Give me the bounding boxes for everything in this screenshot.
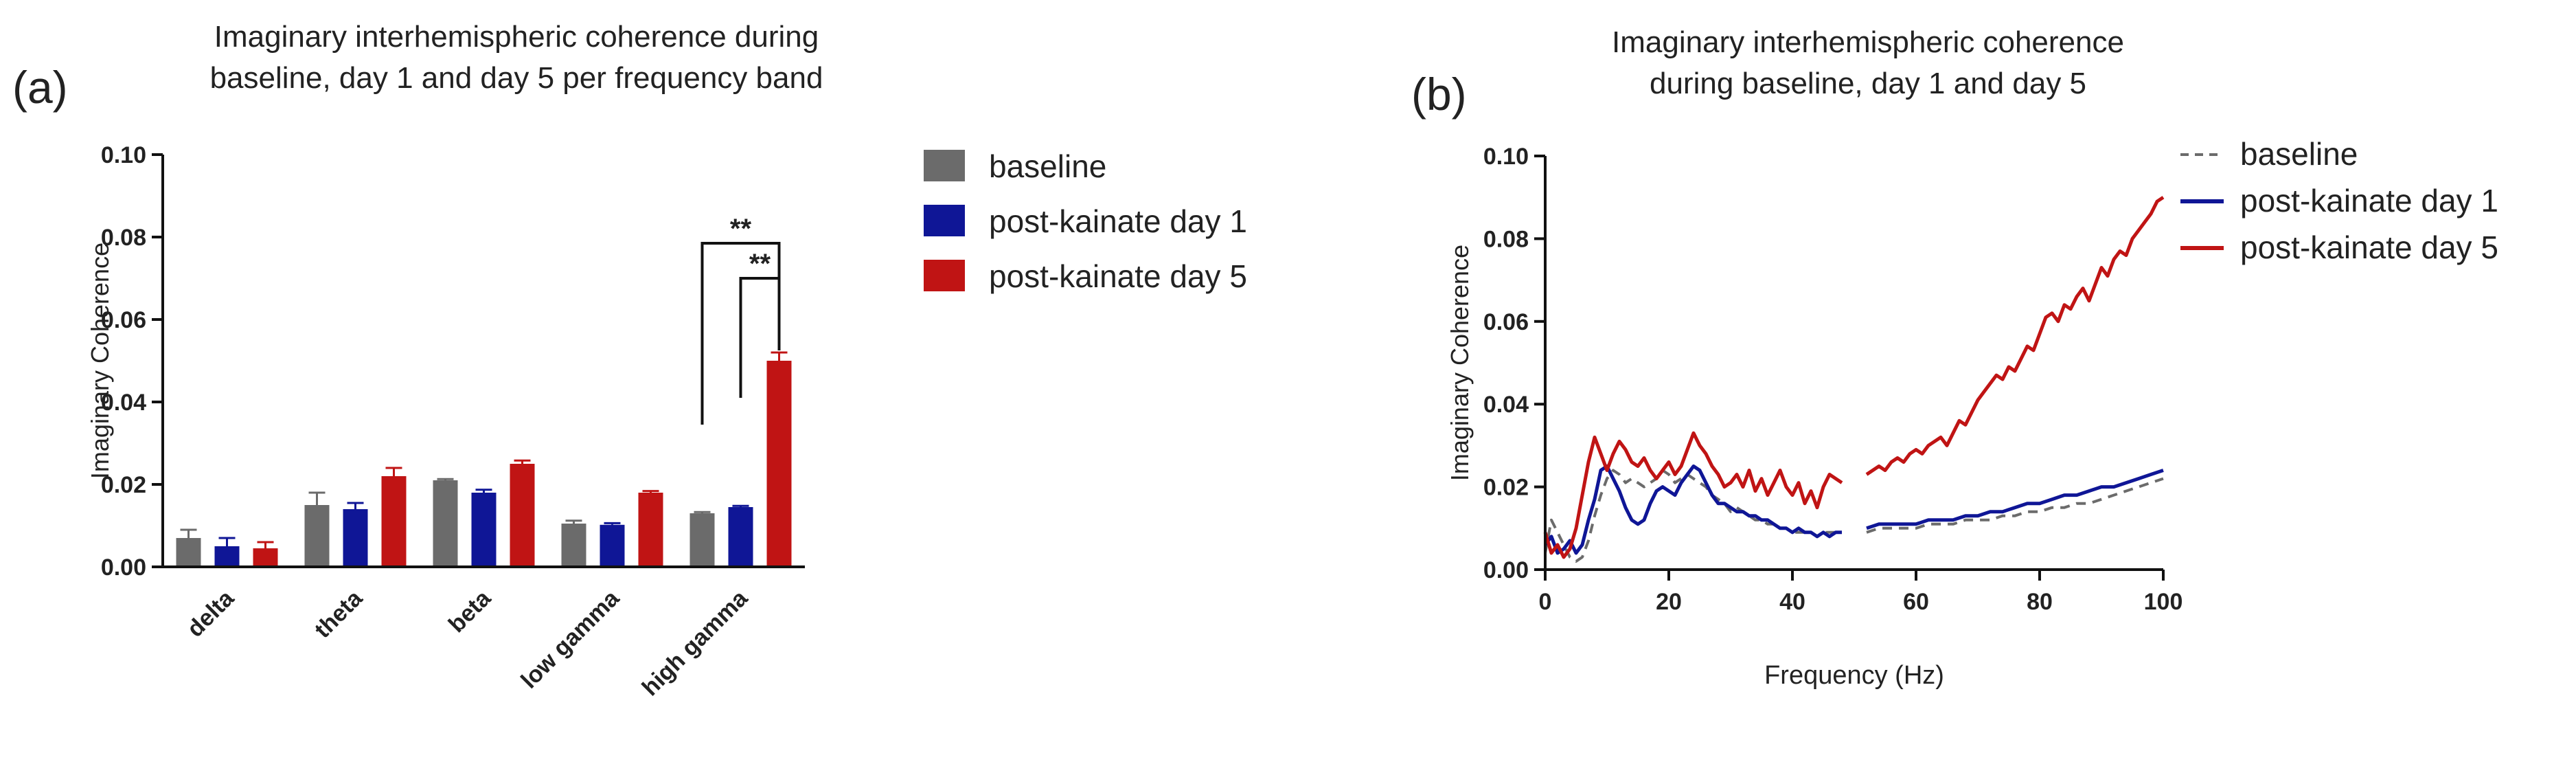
bar-high-gamma-post-kainate-day-1 bbox=[728, 507, 753, 567]
bar-low-gamma-baseline bbox=[561, 524, 586, 567]
panel-b-y-axis-label: Imaginary Coherence bbox=[1446, 245, 1474, 481]
panel-b-legend: baseline post-kainate day 1 post-kainate d… bbox=[2180, 136, 2498, 265]
panel-b-x-tick-label: 60 bbox=[1903, 589, 1929, 615]
significance-stars-outer: ** bbox=[730, 214, 752, 244]
panel-a-title-line-1: Imaginary interhemispheric coherence dur… bbox=[214, 20, 819, 54]
legend-swatch bbox=[924, 260, 965, 291]
panel-a-y-tick-label: 0.06 bbox=[101, 307, 146, 333]
panel-a-y-tick-label: 0.00 bbox=[101, 554, 146, 581]
significance-bracket-inner bbox=[739, 277, 781, 398]
legend-label: post-kainate day 5 bbox=[989, 258, 1247, 294]
panel-a-y-tick-label: 0.02 bbox=[101, 472, 146, 498]
legend-swatch bbox=[924, 150, 965, 181]
bar-delta-post-kainate-day-1 bbox=[214, 546, 240, 567]
panel-a-category-labels: delta theta beta low gamma high gamma bbox=[182, 585, 753, 701]
panel-b-y-tick-label: 0.10 bbox=[1483, 144, 1529, 170]
category-label-high-gamma: high gamma bbox=[637, 585, 753, 701]
panel-b-y-tick-label: 0.04 bbox=[1483, 392, 1529, 418]
panel-a-legend: baseline post-kainate day 1 post-kainate d… bbox=[924, 148, 1247, 294]
panel-b-line-chart: (b) Imaginary interhemispheric coherence… bbox=[1411, 25, 2498, 690]
category-label-delta: delta bbox=[182, 585, 240, 642]
panel-b-x-axis-label: Frequency (Hz) bbox=[1764, 661, 1944, 690]
panel-b-y-ticks: 0.00 0.02 0.04 0.06 0.08 0.10 bbox=[1483, 144, 1545, 583]
panel-a-y-axis-label: Imaginary Coherence bbox=[86, 243, 114, 479]
panel-b-y-tick-label: 0.08 bbox=[1483, 226, 1529, 252]
panel-b-x-tick-label: 0 bbox=[1539, 589, 1552, 615]
bar-beta-post-kainate-day-5 bbox=[510, 464, 535, 567]
panel-a-y-tick-label: 0.10 bbox=[101, 142, 146, 168]
panel-a-bar-chart: (a) Imaginary interhemispheric coherence… bbox=[12, 20, 1247, 701]
panel-b-series-lines bbox=[1543, 196, 2165, 563]
panel-b-x-tick-label: 100 bbox=[2144, 589, 2183, 615]
category-label-beta: beta bbox=[444, 585, 497, 638]
panel-b-y-tick-label: 0.02 bbox=[1483, 475, 1529, 501]
panel-b-x-ticks: 0 20 40 60 80 100 bbox=[1539, 570, 2183, 615]
panel-a-axes bbox=[161, 155, 805, 568]
panel-b-x-tick-label: 80 bbox=[2027, 589, 2053, 615]
panel-a-y-ticks: 0.00 0.02 0.04 0.06 0.08 0.10 bbox=[101, 142, 163, 581]
bar-theta-post-kainate-day-1 bbox=[343, 509, 368, 567]
bar-theta-baseline bbox=[304, 505, 330, 567]
bar-delta-post-kainate-day-5 bbox=[253, 548, 278, 567]
panel-a-y-tick-label: 0.08 bbox=[101, 225, 146, 251]
panel-b-x-tick-label: 20 bbox=[1656, 589, 1682, 615]
legend-label: baseline bbox=[2240, 136, 2358, 172]
legend-swatch bbox=[924, 205, 965, 236]
bar-beta-baseline bbox=[433, 480, 458, 567]
series-line-post-kainate-day-5 bbox=[1543, 196, 2165, 559]
panel-a-bars bbox=[176, 351, 792, 567]
bar-high-gamma-baseline bbox=[689, 513, 715, 567]
category-label-low-gamma: low gamma bbox=[516, 585, 625, 694]
panel-a-letter: (a) bbox=[12, 62, 68, 113]
panel-a-y-tick-label: 0.04 bbox=[101, 390, 146, 416]
legend-label: baseline bbox=[989, 148, 1106, 184]
bar-delta-baseline bbox=[176, 538, 201, 567]
panel-b-title-line-1: Imaginary interhemispheric coherence bbox=[1612, 25, 2124, 59]
panel-b-title-line-2: during baseline, day 1 and day 5 bbox=[1650, 67, 2086, 100]
panel-b-y-tick-label: 0.06 bbox=[1483, 309, 1529, 335]
panel-b-axes bbox=[1544, 156, 2163, 571]
bar-low-gamma-post-kainate-day-5 bbox=[638, 493, 663, 567]
bar-theta-post-kainate-day-5 bbox=[381, 476, 407, 567]
panel-b-x-tick-label: 40 bbox=[1779, 589, 1805, 615]
legend-label: post-kainate day 1 bbox=[2240, 183, 2498, 218]
panel-a-title-line-2: baseline, day 1 and day 5 per frequency … bbox=[210, 61, 823, 95]
significance-stars-inner: ** bbox=[749, 249, 771, 279]
category-label-theta: theta bbox=[310, 585, 368, 643]
series-line-baseline bbox=[1544, 469, 2164, 563]
panel-b-letter: (b) bbox=[1411, 69, 1467, 120]
panel-a-significance: ** ** bbox=[700, 214, 781, 425]
bar-high-gamma-post-kainate-day-5 bbox=[766, 361, 792, 567]
legend-label: post-kainate day 1 bbox=[989, 203, 1247, 239]
panel-b-y-tick-label: 0.00 bbox=[1483, 557, 1529, 583]
bar-low-gamma-post-kainate-day-1 bbox=[600, 524, 625, 567]
legend-label: post-kainate day 5 bbox=[2240, 229, 2498, 265]
series-line-post-kainate-day-1 bbox=[1543, 464, 2164, 555]
bar-beta-post-kainate-day-1 bbox=[471, 493, 497, 567]
